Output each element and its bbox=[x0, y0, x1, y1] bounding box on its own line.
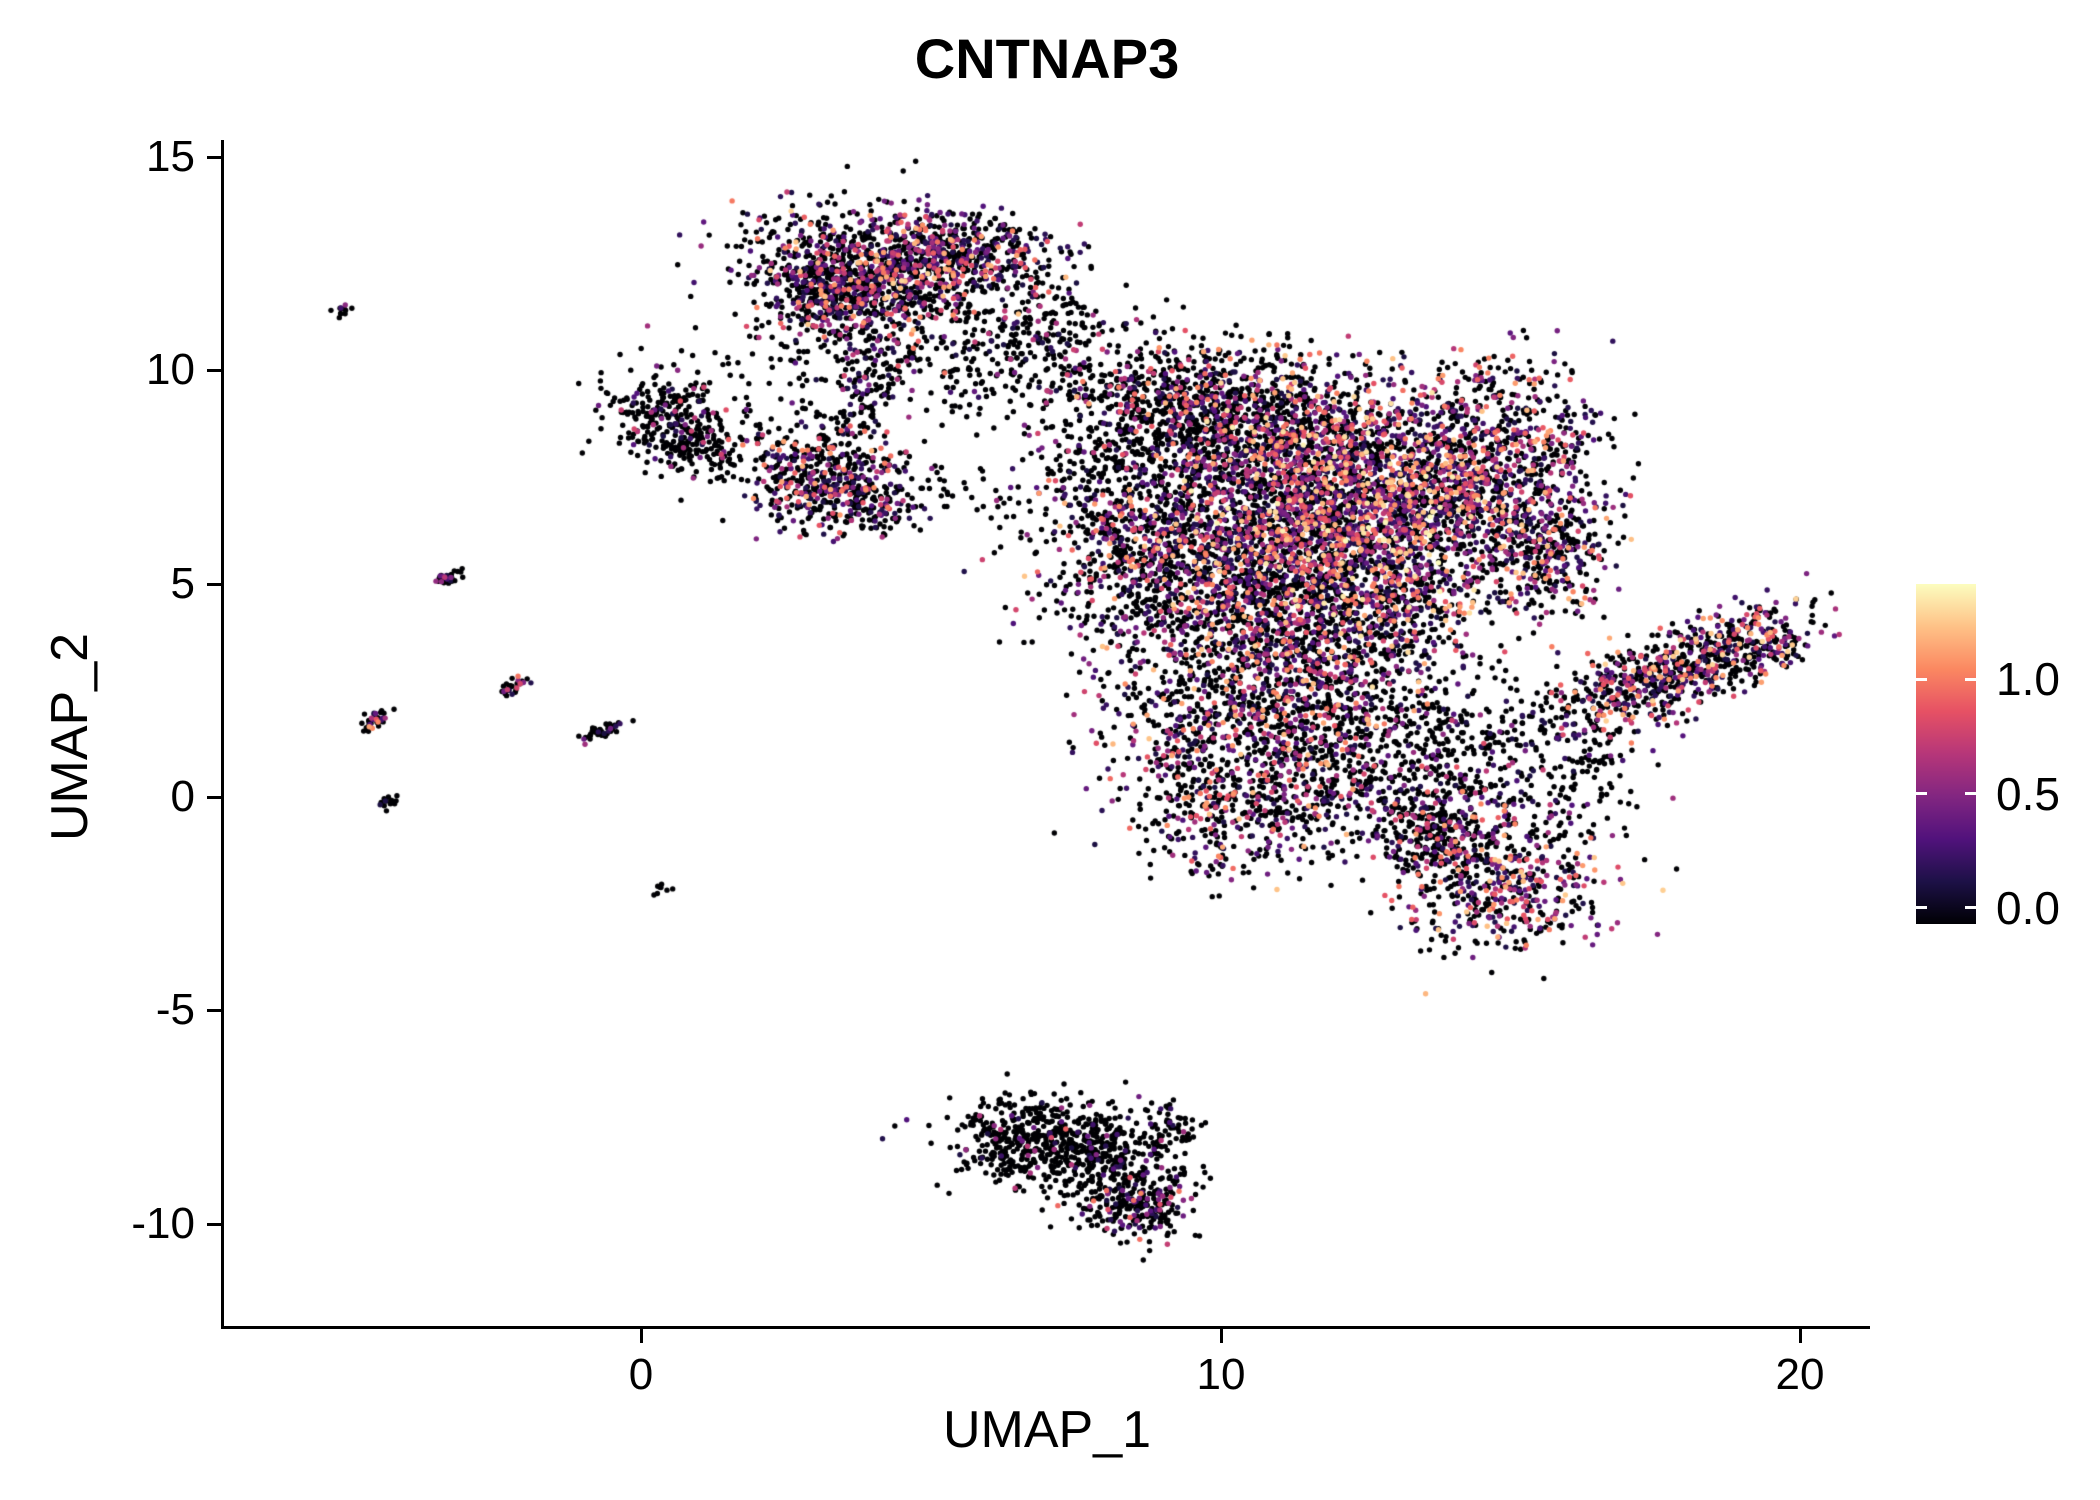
x-axis-title: UMAP_1 bbox=[942, 1401, 1152, 1459]
x-tick-mark bbox=[1799, 1329, 1802, 1343]
chart-title: CNTNAP3 bbox=[914, 27, 1180, 90]
x-tick-label: 10 bbox=[1196, 1350, 1246, 1399]
x-tick-mark bbox=[640, 1329, 643, 1343]
x-tick-mark bbox=[1220, 1329, 1223, 1343]
y-axis-title: UMAP_2 bbox=[41, 632, 99, 842]
legend-tick-mark bbox=[1916, 906, 1927, 909]
umap-scatter-canvas bbox=[224, 140, 1870, 1326]
legend-tick-label: 0.0 bbox=[1996, 882, 2060, 934]
x-tick-label: 20 bbox=[1775, 1350, 1825, 1399]
y-tick-mark bbox=[207, 156, 221, 159]
y-tick-label: -10 bbox=[131, 1199, 195, 1248]
y-tick-label: 10 bbox=[146, 345, 195, 394]
y-tick-mark bbox=[207, 1223, 221, 1226]
y-tick-mark bbox=[207, 583, 221, 586]
legend-tick-mark bbox=[1916, 678, 1927, 681]
legend-tick-mark bbox=[1965, 906, 1976, 909]
y-tick-mark bbox=[207, 369, 221, 372]
y-tick-label: 5 bbox=[170, 559, 195, 608]
y-tick-mark bbox=[207, 1009, 221, 1012]
y-axis-line bbox=[221, 140, 224, 1329]
legend-tick-mark bbox=[1965, 678, 1976, 681]
legend-colorbar bbox=[1916, 584, 1976, 924]
legend-tick-mark bbox=[1916, 792, 1927, 795]
y-tick-label: -5 bbox=[155, 985, 195, 1034]
legend-tick-label: 0.5 bbox=[1996, 768, 2060, 820]
x-axis-line bbox=[221, 1326, 1870, 1329]
x-tick-label: 0 bbox=[628, 1350, 654, 1399]
y-tick-mark bbox=[207, 796, 221, 799]
y-tick-label: 0 bbox=[170, 772, 195, 821]
legend-tick-mark bbox=[1965, 792, 1976, 795]
legend-tick-label: 1.0 bbox=[1996, 653, 2060, 705]
y-tick-label: 15 bbox=[146, 132, 195, 181]
